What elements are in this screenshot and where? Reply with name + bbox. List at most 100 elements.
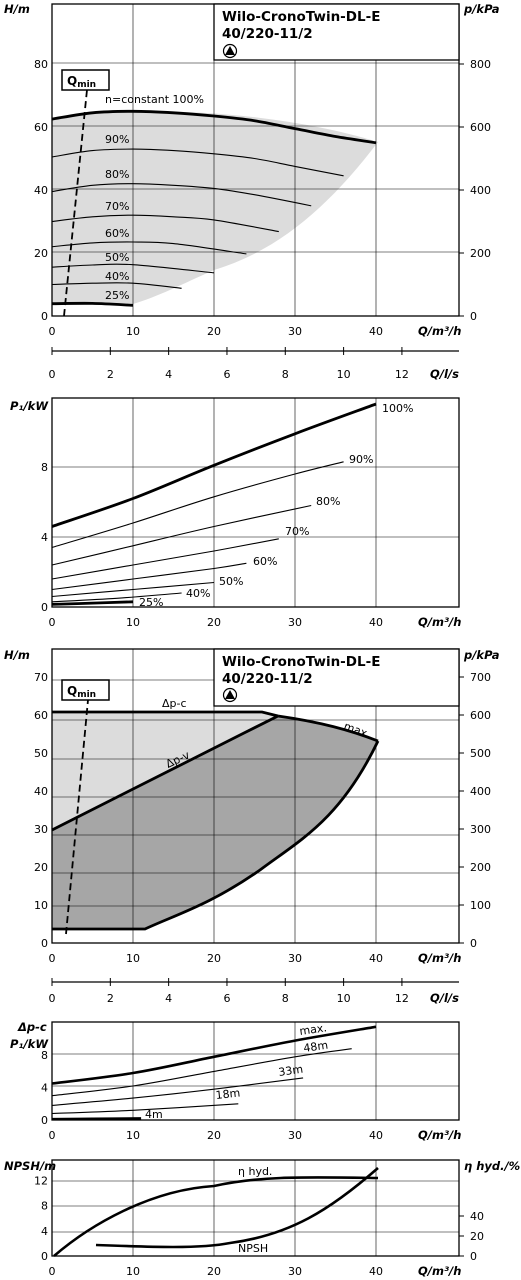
p1-label-80: 80% [316, 495, 340, 508]
panel-head-area: Wilo-CronoTwin-DL-E 40/220-11/2 Qmin Δp-… [4, 648, 500, 965]
h1-x-label: Q/m³/h [418, 324, 461, 338]
h1-series-2 [51, 183, 312, 207]
h2-xtick-40: 40 [369, 952, 383, 965]
qls-axis-2: 0 2 4 6 8 10 12 Q/l/s [49, 978, 459, 1005]
pw2-series-3 [51, 1103, 239, 1115]
p1-frame [51, 397, 460, 608]
qls1-tick-2: 2 [107, 368, 114, 381]
pw2-label-48: 48m [303, 1039, 329, 1055]
h2-ytick-50: 50 [34, 747, 48, 760]
h1-series-4 [51, 241, 247, 255]
h2-xtick-20: 20 [207, 952, 221, 965]
h2-y2tick-300: 300 [470, 823, 491, 836]
h1-qmin-box [61, 69, 110, 91]
p1-y-ticks: 0 4 8 [41, 461, 48, 614]
pw2-xtick-40: 40 [369, 1129, 383, 1142]
pw2-ytick-0: 0 [41, 1114, 48, 1127]
h2-ytick-60: 60 [34, 709, 48, 722]
h2-y2tick-400: 400 [470, 785, 491, 798]
h1-xtick-40: 40 [369, 325, 383, 338]
h1-ytick-20: 20 [34, 247, 48, 260]
p1-grid [52, 398, 459, 607]
h2-max-line [277, 714, 379, 743]
npsh-y-ticks: 0 4 8 12 [34, 1174, 48, 1263]
qls1-tick-0: 0 [49, 368, 56, 381]
h1-ytick-60: 60 [34, 121, 48, 134]
h1-label-40: 40% [105, 270, 129, 283]
panel-power-dpc: max. 48m 33m 18m 4m Δp-c P₁/kW 0 4 8 0 10 20… [10, 1020, 461, 1142]
p1-label-50: 50% [219, 575, 243, 588]
npsh-frame [51, 1159, 460, 1257]
npsh-eta-label: η hyd. [238, 1165, 272, 1178]
h2-title-box [213, 648, 460, 707]
h1-xtick-20: 20 [207, 325, 221, 338]
npsh-npsh-label: NPSH [238, 1242, 268, 1255]
npsh-ytick-0: 0 [41, 1250, 48, 1263]
h2-dpc-label: Δp-c [162, 697, 187, 710]
h2-y2tick-200: 200 [470, 861, 491, 874]
pw2-y-label-top: Δp-c [17, 1020, 47, 1034]
qls1-tick-12: 12 [395, 368, 409, 381]
pw2-label-max: max. [299, 1021, 328, 1038]
npsh-xtick-20: 20 [207, 1265, 221, 1278]
qls1-tick-4: 4 [165, 368, 172, 381]
h2-ytick-70: 70 [34, 671, 48, 684]
h2-dark-area [52, 716, 378, 929]
h2-title-line2: 40/220-11/2 [222, 671, 313, 687]
h1-qmin-line [63, 79, 89, 317]
h1-envelope [52, 111, 378, 306]
wilo-logo-icon-2 [222, 687, 238, 703]
p1-x-ticks: 0 10 20 30 40 [49, 616, 384, 629]
npsh-ytick-4: 4 [41, 1225, 48, 1238]
p1-xtick-10: 10 [126, 616, 140, 629]
p1-curves [51, 402, 377, 606]
h1-curves [51, 109, 377, 307]
npsh-xtick-40: 40 [369, 1265, 383, 1278]
h2-y2tick-0: 0 [470, 937, 477, 950]
p1-ytick-0: 0 [41, 601, 48, 614]
h2-xtick-10: 10 [126, 952, 140, 965]
h1-ytick-40: 40 [34, 184, 48, 197]
qls2-label: Q/l/s [430, 991, 459, 1005]
pw2-y-ticks: 0 4 8 [41, 1049, 48, 1127]
pw2-series-4 [51, 1117, 142, 1121]
npsh-x-label: Q/m³/h [418, 1264, 461, 1278]
h1-xtick-10: 10 [126, 325, 140, 338]
h1-ytick-0: 0 [41, 310, 48, 323]
h2-x-label: Q/m³/h [418, 951, 461, 965]
pw2-curves [51, 1025, 377, 1121]
pw2-series-0 [51, 1025, 377, 1085]
qls2-tick-8: 8 [282, 992, 289, 1005]
h1-label-70: 70% [105, 200, 129, 213]
qls2-tick-12: 12 [395, 992, 409, 1005]
qls2-tick-0: 0 [49, 992, 56, 1005]
npsh-xtick-10: 10 [126, 1265, 140, 1278]
h1-label-25: 25% [105, 289, 129, 302]
p1-xtick-20: 20 [207, 616, 221, 629]
h1-label-60: 60% [105, 227, 129, 240]
h2-y2-ticks: 0 100 200 300 400 500 600 700 [459, 671, 491, 950]
pw2-ytick-8: 8 [41, 1049, 48, 1062]
npsh-grid [52, 1160, 459, 1256]
h1-qmin-label: Qmin [67, 74, 96, 90]
npsh-x-ticks: 0 10 20 30 40 [49, 1265, 384, 1278]
h2-qmin-line [65, 699, 89, 935]
h2-y-ticks: 0 10 20 30 40 50 60 70 [34, 671, 48, 950]
h1-xtick-0: 0 [49, 325, 56, 338]
panel-head-curves: Wilo-CronoTwin-DL-E 40/220-11/2 Qmin n=c… [4, 2, 500, 338]
p1-series-6 [51, 592, 182, 603]
h1-series-3 [51, 214, 279, 233]
p1-label-60: 60% [253, 555, 277, 568]
h1-y2tick-600: 600 [470, 121, 491, 134]
h2-y2tick-700: 700 [470, 671, 491, 684]
npsh-xtick-0: 0 [49, 1265, 56, 1278]
h2-ytick-0: 0 [41, 937, 48, 950]
h2-ytick-30: 30 [34, 823, 48, 836]
npsh-y2-label: η hyd./% [464, 1159, 520, 1173]
qls-axis-1: 0 2 4 6 8 10 12 Q/l/s [49, 347, 459, 381]
h1-label-80: 80% [105, 168, 129, 181]
qls2-tick-2: 2 [107, 992, 114, 1005]
h2-y2-label: p/kPa [463, 648, 500, 662]
